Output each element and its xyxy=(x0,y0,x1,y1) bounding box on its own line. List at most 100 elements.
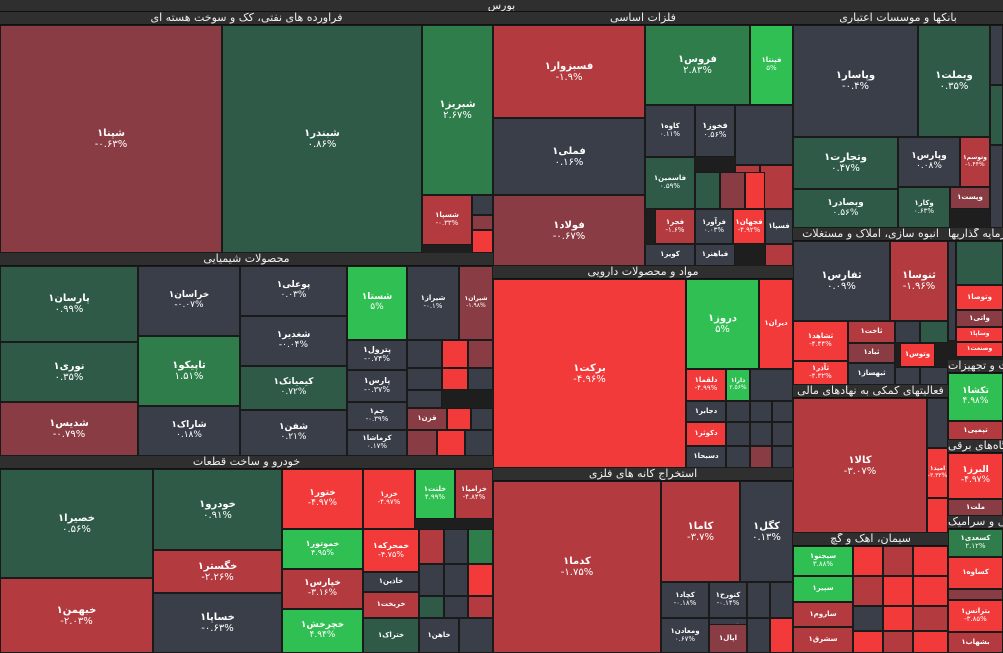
stock-tile-small[interactable] xyxy=(726,422,750,446)
stock-tile[interactable]: خزامیا۱ -۴.۸۴% xyxy=(455,469,493,519)
stock-tile-small[interactable] xyxy=(948,241,956,341)
sector-header-mining[interactable]: استخراج کانه های فلزی xyxy=(493,468,793,481)
stock-tile[interactable]: فملی۱ ۰.۱۶% xyxy=(493,118,645,195)
stock-tile[interactable]: ملت۱ xyxy=(948,499,1003,516)
stock-tile[interactable]: ختور۱ -۴.۹۷% xyxy=(282,469,363,529)
stock-tile[interactable]: فپنتا۱ ۵% xyxy=(750,25,793,105)
stock-tile-small[interactable] xyxy=(437,430,465,456)
stock-tile-small[interactable] xyxy=(444,596,468,618)
stock-tile[interactable]: برکت۱ -۴.۹۶% xyxy=(493,279,686,468)
stock-tile[interactable]: کسعدی۱ ۲.۱۲% xyxy=(948,529,1003,557)
stock-tile[interactable]: پارس۱ -۰.۳۷% xyxy=(347,370,407,402)
stock-tile[interactable]: فباهنر۱ xyxy=(695,244,735,266)
stock-tile-small[interactable] xyxy=(853,631,883,653)
stock-tile[interactable]: پارسان۱ ۰.۹۹% xyxy=(0,266,138,342)
stock-tile-small[interactable] xyxy=(442,368,468,390)
stock-tile[interactable]: خاذین۱ xyxy=(363,572,419,592)
stock-tile-small[interactable] xyxy=(419,564,444,596)
stock-tile[interactable]: کساوه۱ xyxy=(948,557,1003,589)
stock-tile-small[interactable] xyxy=(765,244,793,266)
stock-tile[interactable]: وتوسم۱ -۱.۴۴% xyxy=(960,137,990,187)
stock-tile-small[interactable] xyxy=(468,368,493,390)
stock-tile-small[interactable] xyxy=(468,529,493,564)
stock-tile-small[interactable] xyxy=(883,606,913,631)
stock-tile-small[interactable] xyxy=(920,321,948,343)
stock-tile-small[interactable] xyxy=(948,589,1003,600)
stock-tile[interactable]: وصنعت۱ xyxy=(956,342,1003,357)
stock-tile[interactable]: خچرخش۱ ۴.۹۴% xyxy=(282,609,363,653)
stock-tile-small[interactable] xyxy=(407,368,442,390)
stock-tile-small[interactable] xyxy=(444,529,468,564)
stock-tile[interactable]: کاوه۱ ۰.۱۱% xyxy=(645,105,695,157)
stock-tile-small[interactable] xyxy=(990,25,1003,85)
stock-tile-small[interactable] xyxy=(883,546,913,576)
stock-tile[interactable]: خموتور۱ ۴.۹۵% xyxy=(282,529,363,569)
stock-tile[interactable]: شاراک۱ ۰.۱۸% xyxy=(138,406,240,456)
stock-tile[interactable]: ختراک۱ xyxy=(363,618,419,653)
stock-tile[interactable]: ثباد۱ xyxy=(848,343,895,363)
stock-tile-small[interactable] xyxy=(442,340,468,368)
stock-tile[interactable]: خزر۱ -۴.۹۷% xyxy=(363,469,415,529)
stock-tile[interactable]: دلقما۱ -۴.۹۹% xyxy=(686,369,726,401)
stock-tile[interactable]: دسبحا۱ xyxy=(686,446,726,468)
stock-tile-small[interactable] xyxy=(913,606,948,631)
stock-tile[interactable]: خساپا۱ -۰.۶۳% xyxy=(153,593,282,653)
stock-tile-small[interactable] xyxy=(883,576,913,606)
stock-tile[interactable]: ثنوسا۱ -۱.۹۶% xyxy=(890,241,948,321)
stock-tile-small[interactable] xyxy=(472,230,493,253)
stock-tile-small[interactable] xyxy=(465,430,493,456)
stock-tile[interactable]: دروز۱ ۵% xyxy=(686,279,759,369)
stock-tile-small[interactable] xyxy=(695,172,720,209)
stock-tile-small[interactable] xyxy=(770,582,793,618)
stock-tile[interactable]: شسپا۱ -۰.۳۳% xyxy=(422,195,472,245)
stock-tile-small[interactable] xyxy=(444,564,468,596)
stock-tile-small[interactable] xyxy=(720,172,745,209)
stock-tile[interactable]: دارا۱ ۲.۵۶% xyxy=(726,369,750,401)
stock-tile-small[interactable] xyxy=(772,446,793,468)
stock-tile[interactable]: شپنا۱ -۰.۶۳% xyxy=(0,25,222,253)
stock-tile[interactable]: کنورح۱ -۰.۱۴% xyxy=(709,582,747,618)
stock-tile-small[interactable] xyxy=(747,582,770,618)
stock-tile[interactable]: کاما۱ -۳.۷% xyxy=(661,481,740,582)
stock-tile-small[interactable] xyxy=(726,401,750,422)
stock-tile[interactable]: شستا۱ ۵% xyxy=(347,266,407,340)
sector-header-investment[interactable]: سرمایه گذاریها xyxy=(948,228,1003,241)
stock-tile-small[interactable] xyxy=(990,85,1003,145)
stock-tile[interactable]: پترول۱ -۰.۷۴% xyxy=(347,340,407,370)
stock-tile-small[interactable] xyxy=(750,422,772,446)
sector-header-metals[interactable]: فلزات اساسی xyxy=(493,12,793,25)
stock-tile[interactable]: جم۱ -۰.۳۹% xyxy=(347,402,407,430)
stock-tile-small[interactable] xyxy=(956,241,1003,285)
stock-tile[interactable]: خمحرکه۱ -۴.۷۵% xyxy=(363,529,419,572)
stock-tile-small[interactable] xyxy=(459,618,493,653)
stock-tile[interactable]: پوعلی۱ ۰.۰۳% xyxy=(240,266,347,316)
stock-tile[interactable]: فجهان۱ -۴.۹۲% xyxy=(733,209,765,244)
stock-tile-small[interactable] xyxy=(747,618,770,653)
stock-tile[interactable]: فولاد۱ -۰.۶۷% xyxy=(493,195,645,266)
stock-tile-small[interactable] xyxy=(883,631,913,653)
stock-tile[interactable]: کیمیاتک۱ ۰.۷۲% xyxy=(240,366,347,410)
stock-tile[interactable]: کویر۱ xyxy=(645,244,695,266)
stock-tile[interactable]: ثآذر۱ -۴.۳۲% xyxy=(793,361,848,385)
stock-tile[interactable]: واتی۱ xyxy=(956,310,1003,327)
stock-tile[interactable]: فجر۱ -۱.۶% xyxy=(655,209,695,244)
sector-header-banks[interactable]: بانکها و موسسات اعتباری xyxy=(793,12,1003,25)
stock-tile[interactable]: خودرو۱ ۰.۹۱% xyxy=(153,469,282,550)
stock-tile[interactable]: ثبهساز۱ xyxy=(848,363,895,385)
stock-tile-small[interactable] xyxy=(468,340,493,368)
stock-tile[interactable]: دکوثر۱ xyxy=(686,422,726,446)
sector-header-financial[interactable]: فعالیتهای کمکی به نهادهای مالی xyxy=(793,385,948,398)
stock-tile[interactable]: تکشا۱ ۴.۹۸% xyxy=(948,373,1003,421)
stock-tile-small[interactable] xyxy=(407,340,442,368)
stock-tile[interactable]: قزن۱ xyxy=(407,408,447,430)
stock-tile[interactable]: خصیرا۱ ۰.۵۶% xyxy=(0,469,153,578)
sector-header-chemicals[interactable]: محصولات شیمیایی xyxy=(0,253,493,266)
stock-tile-small[interactable] xyxy=(913,631,948,653)
stock-tile-small[interactable] xyxy=(419,596,444,618)
stock-tile[interactable]: فسبزوار۱ -۱.۹% xyxy=(493,25,645,118)
stock-tile-small[interactable] xyxy=(920,367,948,385)
stock-tile[interactable]: وبملت۱ ۰.۳۵% xyxy=(918,25,990,137)
sector-header-electric[interactable]: دستگاه‌های برقی xyxy=(948,440,1003,453)
stock-tile-small[interactable] xyxy=(913,576,948,606)
stock-tile[interactable]: بشهاب۱ xyxy=(948,632,1003,653)
